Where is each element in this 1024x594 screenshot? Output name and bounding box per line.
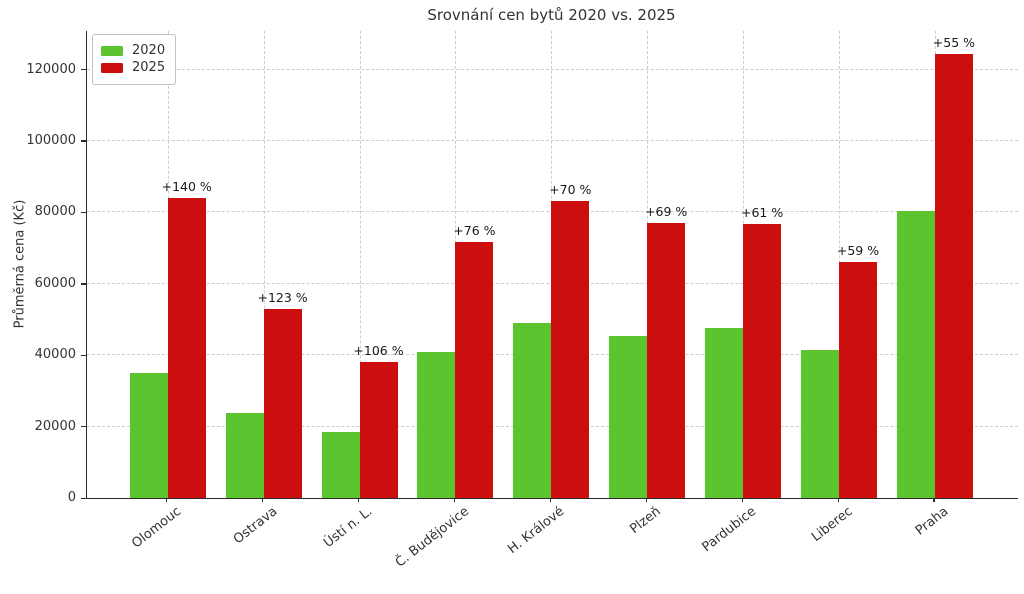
y-tick-mark xyxy=(81,426,86,428)
x-tick-mark xyxy=(837,498,839,502)
bar-2025-Olomouc xyxy=(167,198,206,498)
x-tick-mark xyxy=(741,498,743,502)
pct-annotation-Ostrava: +123 % xyxy=(257,289,308,305)
x-category-text: Ústí n. L. xyxy=(321,504,376,551)
y-tick-label: 60000 xyxy=(34,275,76,291)
x-category-text: Ostrava xyxy=(230,504,280,548)
x-tick-mark xyxy=(645,498,647,502)
x-category-text: Pardubice xyxy=(699,504,760,556)
gridline-h-120000 xyxy=(87,68,1018,70)
bar-2020-Ostrava xyxy=(225,413,264,498)
bar-2025-Praha xyxy=(934,53,973,498)
bar-2025-Ostrava xyxy=(263,308,302,498)
y-tick-mark xyxy=(81,69,86,71)
x-tick-mark xyxy=(166,498,168,502)
bar-2025-Ústí n. L. xyxy=(359,361,398,498)
y-tick-label: 80000 xyxy=(34,204,76,220)
bar-2025-Pardubice xyxy=(743,223,782,498)
plot-area: +140 % +123 % +106 % +76 % +70 % +69 % +61 % +5… xyxy=(86,31,1018,499)
bar-2020-Plzeň xyxy=(609,335,648,498)
gridline-v-3 xyxy=(359,31,361,498)
x-tick-mark xyxy=(453,498,456,502)
legend-swatch-2025 xyxy=(101,63,123,73)
x-tick-mark xyxy=(933,498,935,502)
x-category-text: Č. Budějovice xyxy=(392,504,472,571)
bar-2020-Č. Budějovice xyxy=(417,352,456,498)
legend-label-2025: 2025 xyxy=(132,60,166,75)
bar-2020-Liberec xyxy=(801,349,839,498)
y-tick-label: 40000 xyxy=(34,347,76,363)
y-tick-mark xyxy=(81,497,86,499)
x-category-text: Olomouc xyxy=(129,504,184,552)
pct-annotation-Praha: +55 % xyxy=(932,34,976,50)
pct-annotation-Liberec: +59 % xyxy=(836,243,880,259)
pct-annotation-Ústí n. L.: +106 % xyxy=(353,342,404,358)
legend: 2020 2025 xyxy=(92,34,177,85)
pct-annotation-Olomouc: +140 % xyxy=(161,179,212,195)
y-tick-label: 0 xyxy=(67,490,76,505)
y-tick-mark xyxy=(81,211,86,214)
legend-item-2020: 2020 xyxy=(101,44,165,58)
y-tick-mark xyxy=(81,140,86,142)
y-tick-mark xyxy=(81,354,86,356)
bar-2020-H. Králové xyxy=(513,323,552,498)
x-tick-mark xyxy=(358,498,360,502)
y-tick-label: 100000 xyxy=(26,132,76,148)
bar-2020-Praha xyxy=(896,211,935,498)
bar-2025-Plzeň xyxy=(647,223,686,498)
gridline-h-100000 xyxy=(87,139,1018,141)
pct-annotation-Plzeň: +69 % xyxy=(645,204,688,220)
pct-annotation-Pardubice: +61 % xyxy=(740,204,784,220)
bar-2025-Č. Budějovice xyxy=(455,241,494,498)
x-category-text: H. Králové xyxy=(505,504,568,558)
chart-title: Srovnání cen bytů 2020 vs. 2025 xyxy=(427,6,676,24)
x-category-text: Liberec xyxy=(808,504,856,545)
pct-annotation-H. Králové: +70 % xyxy=(549,181,592,197)
legend-label-2020: 2020 xyxy=(132,43,166,58)
bar-2025-H. Králové xyxy=(551,200,590,498)
y-tick-label: 20000 xyxy=(34,418,76,434)
bar-2020-Pardubice xyxy=(705,327,744,498)
y-tick-mark xyxy=(81,283,86,285)
legend-swatch-2020 xyxy=(101,46,123,56)
pct-annotation-Č. Budějovice: +76 % xyxy=(453,222,496,238)
bar-2020-Olomouc xyxy=(129,373,168,498)
bar-2025-Liberec xyxy=(839,262,877,498)
gridline-v-2 xyxy=(263,31,265,498)
legend-item-2025: 2025 xyxy=(101,61,165,75)
x-category-text: Plzeň xyxy=(626,504,664,538)
x-tick-mark xyxy=(549,498,552,502)
bar-2020-Ústí n. L. xyxy=(321,431,360,498)
x-category-text: Praha xyxy=(912,504,952,539)
y-tick-label: 120000 xyxy=(26,61,76,77)
x-tick-mark xyxy=(262,498,264,502)
